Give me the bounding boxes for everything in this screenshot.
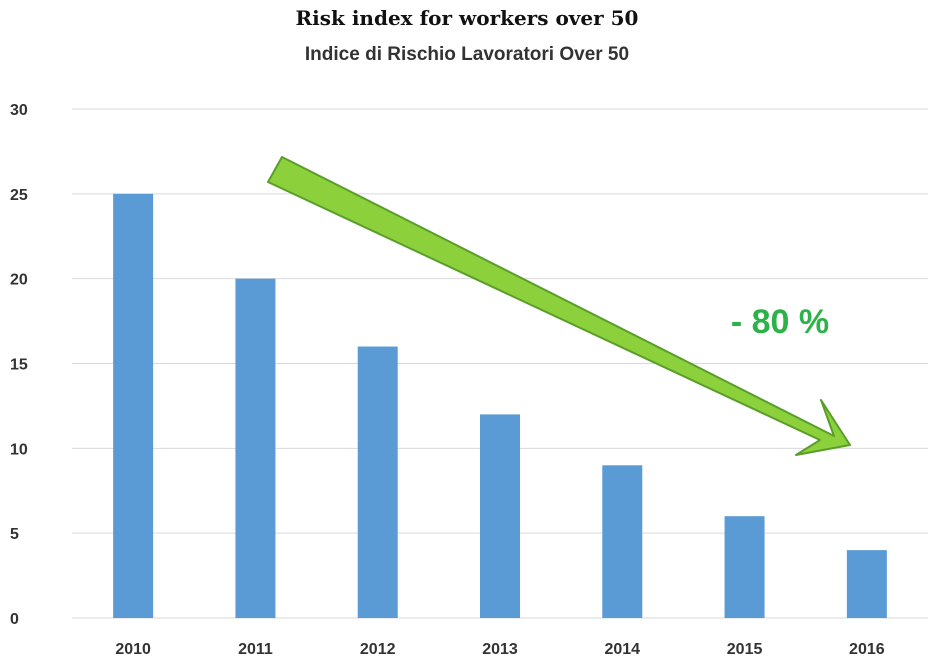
bar-2010 [113, 193, 154, 619]
trend-arrow [267, 156, 851, 456]
x-tick-label: 2012 [360, 641, 396, 658]
bar-2012 [357, 346, 398, 618]
x-tick-label: 2010 [115, 641, 151, 658]
x-tick-label: 2013 [482, 641, 518, 658]
chart-subtitle: Indice di Rischio Lavoratori Over 50 [304, 44, 630, 65]
y-tick-label: 10 [10, 441, 28, 458]
x-tick-label: 2016 [849, 641, 885, 658]
y-tick-label: 30 [10, 102, 28, 119]
bar-2011 [235, 278, 276, 618]
x-tick-label: 2011 [238, 641, 273, 658]
x-tick-label: 2015 [727, 641, 763, 658]
bars [113, 193, 887, 619]
trend-annotation: - 80 % [731, 303, 829, 341]
bar-2016 [846, 550, 887, 618]
chart-title: Risk index for workers over 50 [295, 6, 639, 30]
x-tick-label: 2014 [604, 641, 640, 658]
y-tick-label: 25 [10, 187, 28, 204]
x-axis-tick-labels: 2010 2011 2012 2013 2014 2015 2016 [115, 641, 884, 658]
y-tick-label: 5 [10, 526, 19, 543]
bar-2013 [480, 414, 520, 618]
bar-2015 [724, 516, 765, 618]
y-tick-label: 20 [10, 272, 28, 289]
bar-2014 [602, 465, 643, 618]
y-tick-label: 0 [10, 611, 19, 628]
y-tick-label: 15 [10, 357, 28, 374]
y-axis-tick-labels: 0 5 10 15 20 25 30 [10, 102, 28, 628]
